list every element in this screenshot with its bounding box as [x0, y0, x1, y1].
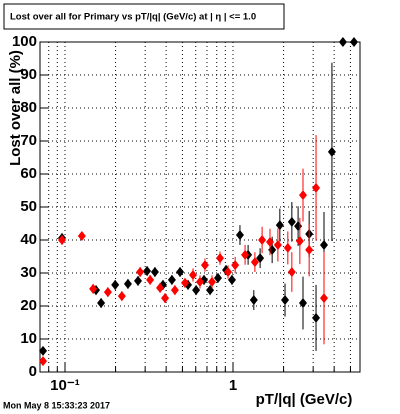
y-tick-label: 100 — [12, 33, 37, 50]
marker — [312, 312, 321, 323]
marker — [299, 298, 308, 309]
marker — [268, 244, 277, 255]
marker — [258, 235, 267, 245]
marker — [156, 282, 165, 293]
x-tick-label: 10⁻¹ — [50, 377, 80, 394]
marker — [287, 267, 296, 278]
marker — [150, 267, 159, 278]
marker — [176, 267, 185, 278]
y-tick-label: 50 — [20, 198, 37, 215]
y-axis-label: Lost over all (%) — [7, 50, 24, 166]
marker — [283, 242, 292, 253]
y-tick-label: 40 — [20, 231, 37, 248]
marker — [231, 260, 240, 271]
marker — [287, 216, 296, 227]
marker — [117, 291, 126, 302]
marker — [170, 285, 179, 296]
marker — [103, 287, 112, 298]
marker — [213, 272, 222, 283]
marker — [136, 267, 145, 278]
marker — [294, 221, 303, 232]
marker — [39, 356, 48, 367]
marker — [319, 239, 328, 250]
marker — [224, 267, 233, 278]
marker — [58, 235, 67, 245]
marker — [181, 277, 190, 288]
y-tick-label: 70 — [20, 132, 37, 149]
footer: Mon May 8 15:33:23 2017 — [3, 400, 110, 410]
y-tick-label: 80 — [20, 99, 37, 116]
marker — [250, 257, 259, 268]
marker — [97, 298, 106, 309]
marker — [161, 293, 170, 304]
y-tick-label: 20 — [20, 297, 37, 314]
y-tick-label: 30 — [20, 264, 37, 281]
marker — [327, 146, 336, 157]
chart-title: Lost over all for Primary vs pT/|q| (GeV… — [10, 12, 256, 23]
marker — [265, 236, 274, 247]
x-axis-label: pT/|q| (GeV/c) — [256, 391, 353, 408]
marker — [192, 285, 201, 296]
marker — [319, 293, 328, 304]
marker — [195, 276, 204, 287]
marker — [338, 37, 347, 47]
marker — [281, 295, 290, 306]
title-box — [3, 3, 285, 30]
marker — [227, 274, 236, 285]
marker — [200, 260, 209, 271]
marker — [167, 274, 176, 285]
marker — [143, 266, 152, 277]
marker — [146, 274, 155, 285]
marker — [89, 283, 98, 294]
plot-frame — [39, 41, 361, 373]
marker — [235, 230, 244, 241]
marker — [305, 244, 314, 255]
marker — [275, 220, 284, 231]
marker — [312, 182, 321, 193]
marker — [77, 231, 86, 242]
marker — [134, 275, 143, 286]
marker — [39, 345, 48, 356]
marker — [299, 190, 308, 201]
marker — [256, 253, 265, 264]
y-tick-label: 0 — [29, 363, 37, 380]
marker — [189, 269, 198, 280]
y-tick-label: 60 — [20, 165, 37, 182]
marker — [241, 249, 250, 260]
marker — [123, 278, 132, 289]
marker — [273, 239, 282, 250]
x-tick-label: 1 — [229, 377, 237, 394]
marker — [349, 37, 358, 47]
y-tick-label: 90 — [20, 66, 37, 83]
y-tick-label: 10 — [20, 330, 37, 347]
marker — [111, 279, 120, 290]
marker — [249, 295, 258, 306]
marker — [295, 235, 304, 246]
marker — [216, 253, 225, 264]
marker — [208, 276, 217, 287]
